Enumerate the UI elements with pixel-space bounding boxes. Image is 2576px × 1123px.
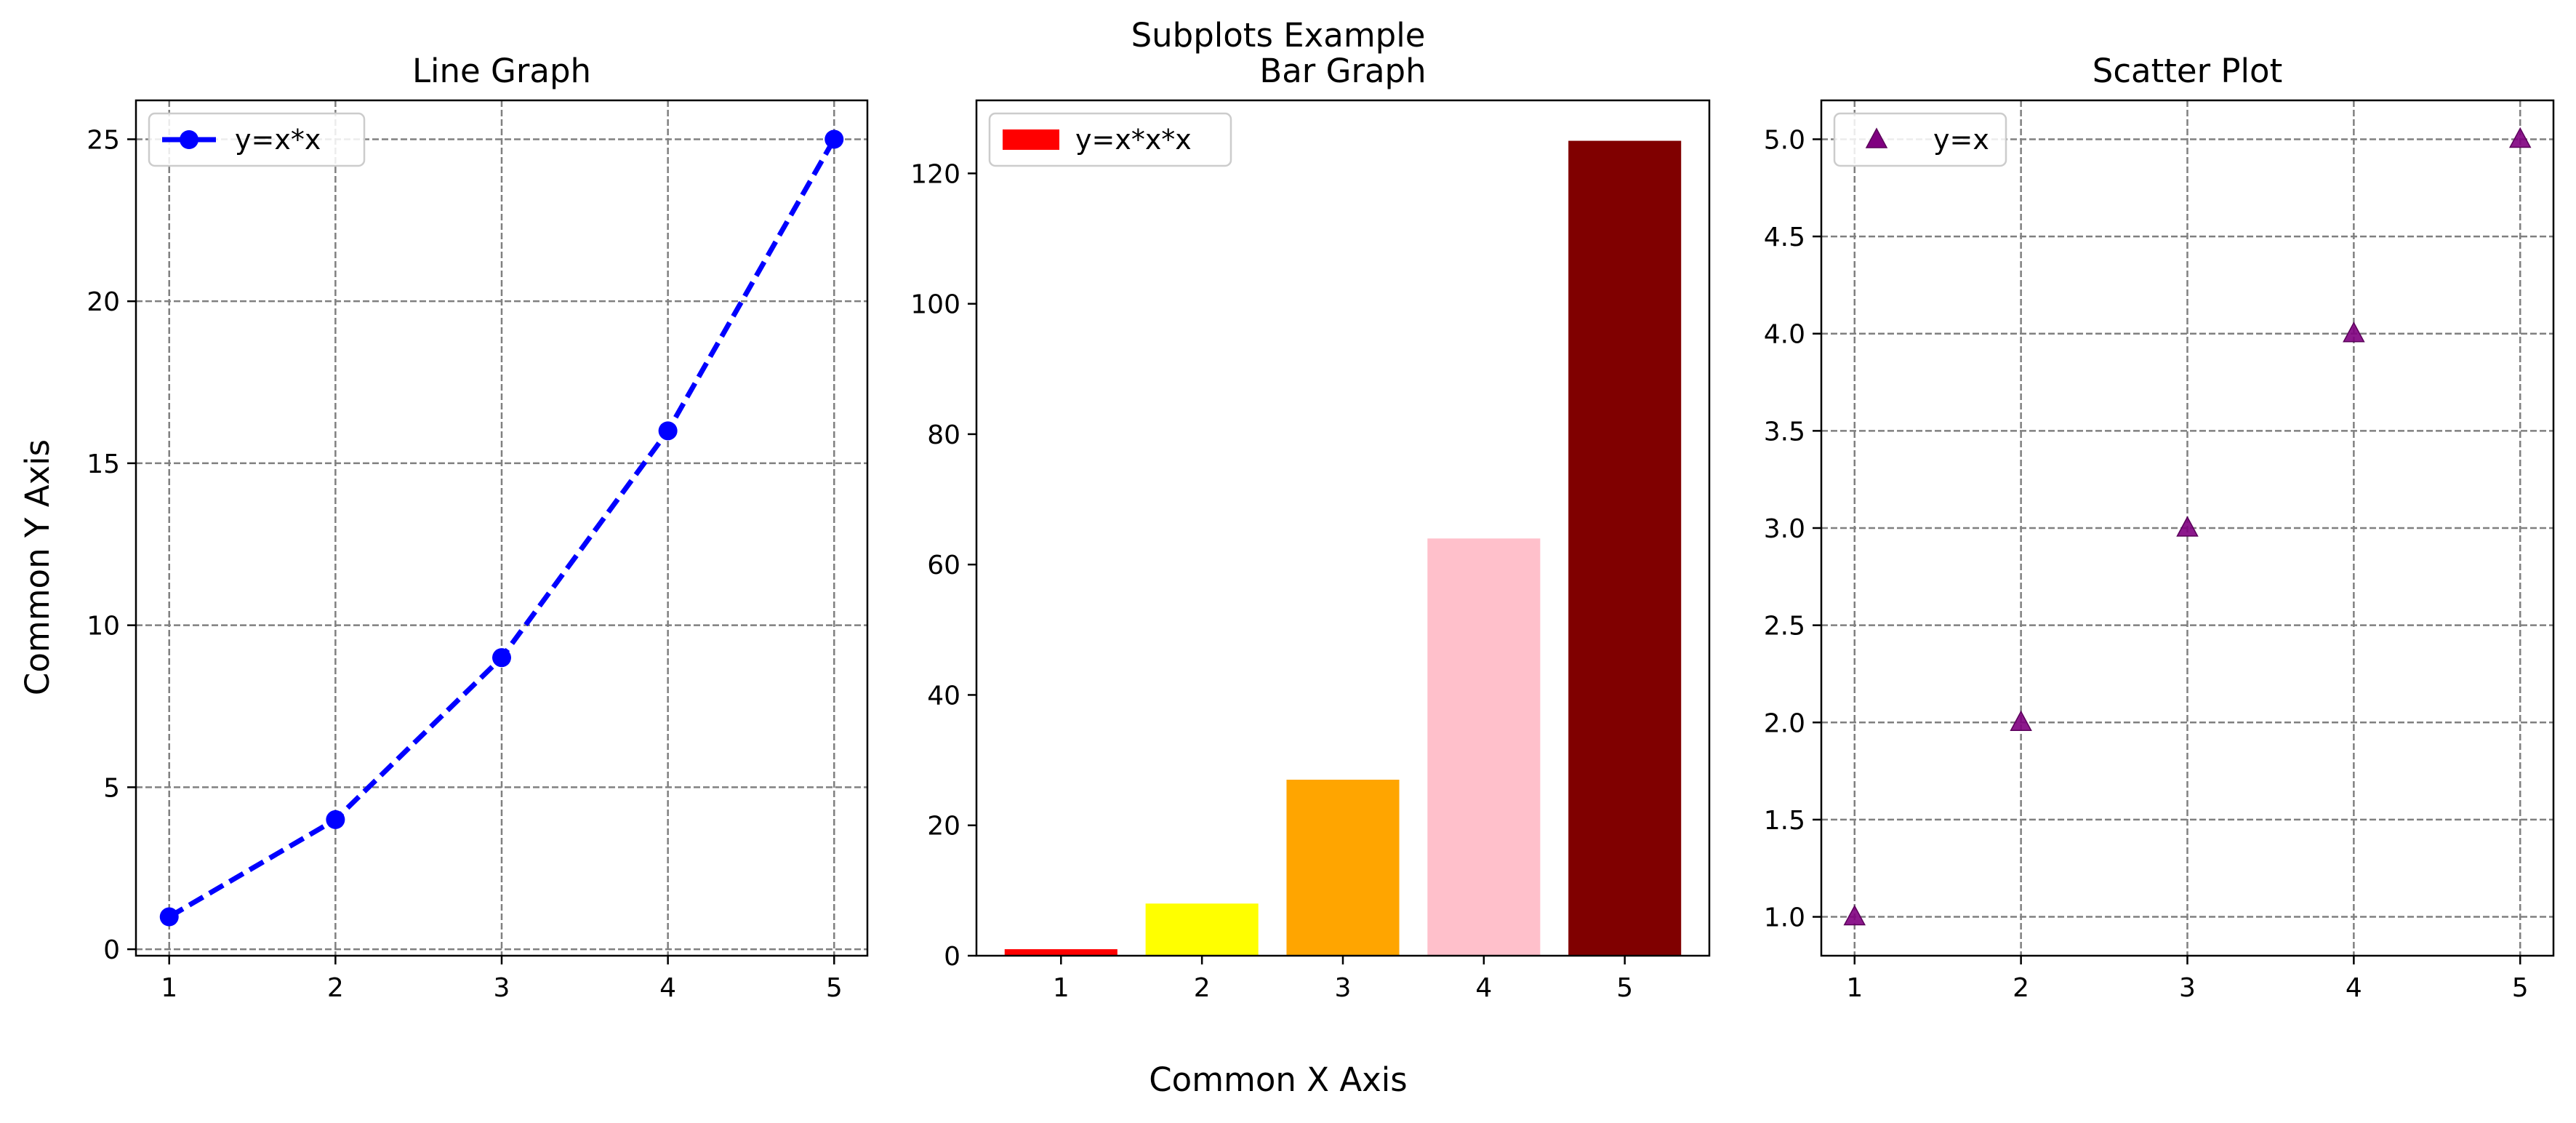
y-tick-label: 0	[944, 942, 960, 972]
x-tick-label: 4	[1475, 973, 1492, 1003]
y-tick-label: 100	[910, 290, 960, 320]
x-tick-label: 2	[2013, 973, 2029, 1003]
y-tick-label: 15	[87, 449, 120, 479]
data-point	[2010, 710, 2032, 732]
x-tick-label: 1	[161, 973, 177, 1003]
legend-label: y=x*x*x	[1075, 124, 1192, 156]
axes-frame	[1820, 99, 2555, 957]
legend-label: y=x	[1933, 124, 1989, 156]
data-point	[2343, 321, 2365, 343]
y-tick-label: 3.0	[1764, 514, 1805, 544]
y-tick-label: 3.5	[1764, 417, 1805, 447]
bar	[1286, 779, 1400, 956]
legend-marker-swatch	[1865, 127, 1888, 148]
data-point	[159, 907, 179, 927]
y-tick-label: 2.5	[1764, 612, 1805, 642]
x-tick-label: 5	[1616, 973, 1633, 1003]
subplot-title: Line Graph	[412, 52, 591, 90]
x-tick-label: 3	[1335, 973, 1352, 1003]
x-tick-label: 4	[659, 973, 676, 1003]
y-tick-label: 4.0	[1764, 320, 1805, 350]
x-tick-label: 1	[1053, 973, 1070, 1003]
x-tick-label: 4	[2346, 973, 2362, 1003]
y-tick-label: 20	[87, 287, 120, 317]
bar	[1427, 538, 1541, 956]
bar	[1145, 903, 1259, 956]
legend-box	[1833, 112, 2007, 167]
scatter-plot-subplot: Scatter Plot 1.0 1.5 2.0 2.5 3.0 3.5 4.0 4.5 5.0 1…	[1764, 52, 2555, 1003]
legend-color-swatch	[1003, 129, 1059, 150]
bar	[1004, 949, 1118, 956]
data-point	[824, 129, 844, 149]
legend-box	[148, 112, 366, 167]
data-point	[2508, 127, 2532, 148]
bar-graph-subplot: Bar Graph 0 20 40 60 80 100 120 1 2 3 4 5 y=x*x*x	[910, 52, 1711, 1003]
data-point	[492, 648, 511, 668]
line-graph-subplot: Line Graph 0 5 10 15 20 25 1 2 3 4 5 y=x*x	[87, 52, 869, 1003]
common-x-axis-label: Common X Axis	[1149, 1060, 1407, 1099]
legend: y=x*x*x	[988, 112, 1232, 167]
bar	[1568, 140, 1682, 956]
y-tick-label: 10	[87, 612, 120, 642]
legend-marker-swatch	[180, 130, 198, 149]
x-tick-label: 5	[826, 973, 843, 1003]
data-point	[2176, 516, 2199, 537]
common-y-axis-label: Common Y Axis	[18, 439, 57, 695]
y-tick-label: 40	[927, 681, 960, 711]
y-tick-label: 1.5	[1764, 806, 1805, 836]
legend: y=x*x	[148, 112, 366, 167]
axes-frame	[135, 99, 869, 957]
x-tick-label: 3	[494, 973, 510, 1003]
y-tick-label: 120	[910, 159, 960, 189]
legend-box	[988, 112, 1232, 167]
axes-frame	[975, 99, 1711, 957]
subplot-title: Bar Graph	[1259, 52, 1426, 90]
x-tick-label: 3	[2179, 973, 2196, 1003]
y-tick-label: 1.0	[1764, 903, 1805, 933]
legend-label: y=x*x	[235, 124, 321, 156]
y-tick-label: 25	[87, 125, 120, 155]
data-point	[658, 421, 678, 441]
y-tick-label: 5	[103, 773, 120, 803]
figure-suptitle: Subplots Example	[1131, 16, 1426, 55]
y-tick-label: 20	[927, 812, 960, 842]
x-tick-label: 5	[2512, 973, 2529, 1003]
y-tick-label: 0	[103, 935, 120, 965]
y-tick-label: 60	[927, 551, 960, 580]
x-tick-label: 2	[1194, 973, 1211, 1003]
y-tick-label: 80	[927, 420, 960, 450]
x-tick-label: 1	[1846, 973, 1863, 1003]
x-tick-label: 2	[327, 973, 344, 1003]
y-tick-label: 4.5	[1764, 223, 1805, 252]
data-point	[1843, 904, 1866, 926]
y-tick-label: 5.0	[1764, 125, 1805, 155]
legend: y=x	[1833, 112, 2007, 167]
data-point	[326, 810, 345, 829]
y-tick-label: 2.0	[1764, 708, 1805, 738]
subplot-title: Scatter Plot	[2093, 52, 2282, 90]
